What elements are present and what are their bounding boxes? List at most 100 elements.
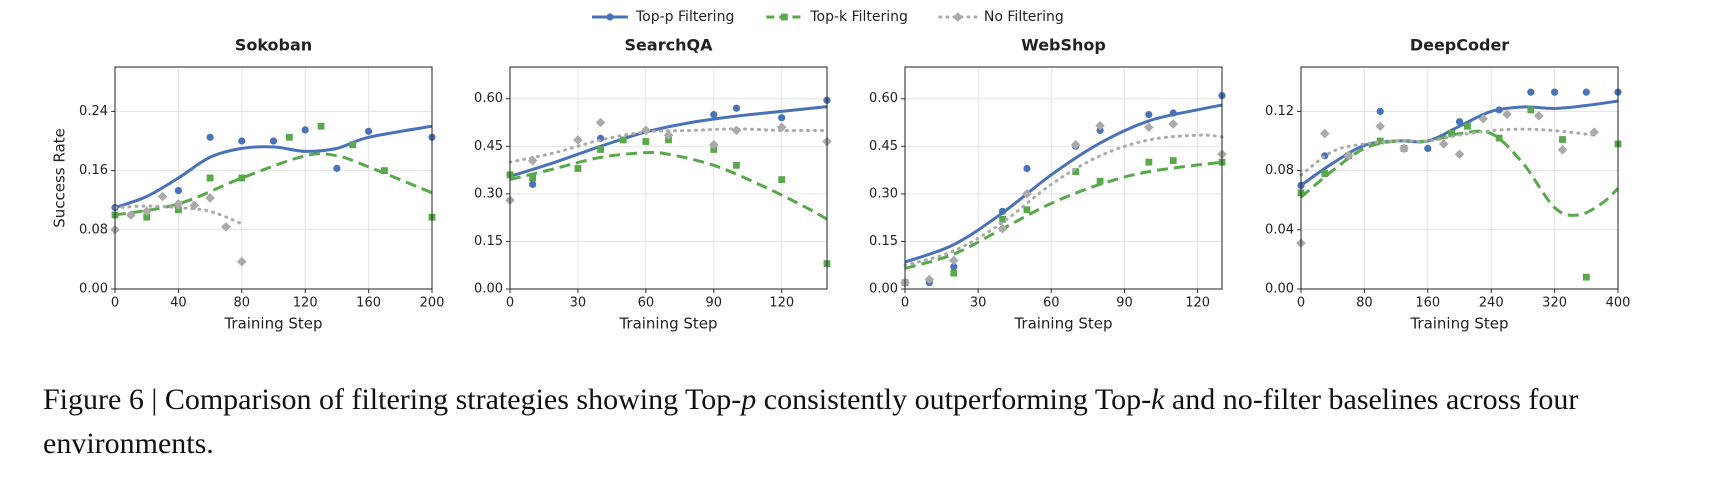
y-tick-label: 0.16 — [79, 163, 108, 178]
point — [205, 193, 215, 203]
point — [173, 199, 184, 209]
y-tick-label: 0.15 — [474, 234, 503, 249]
x-tick-label: 120 — [769, 296, 794, 311]
x-tick-label: 40 — [170, 296, 187, 311]
point — [597, 146, 604, 153]
point — [206, 174, 214, 182]
point — [1070, 139, 1081, 150]
caption-italic: k — [1151, 383, 1165, 416]
point — [238, 137, 246, 145]
x-tick-label: 120 — [293, 296, 318, 311]
point — [221, 222, 231, 232]
point — [157, 191, 168, 202]
x-axis-label: Training Step — [223, 315, 322, 333]
point — [1376, 137, 1384, 145]
legend-marker — [953, 12, 963, 22]
x-tick-label: 60 — [1043, 296, 1060, 311]
point — [1582, 88, 1590, 96]
point — [708, 139, 719, 150]
x-tick-label: 240 — [1479, 296, 1504, 311]
x-tick-label: 200 — [420, 296, 445, 311]
point — [333, 164, 341, 172]
point — [1319, 128, 1330, 139]
point — [189, 200, 200, 211]
point — [527, 155, 538, 166]
point — [1464, 122, 1471, 130]
y-tick-label: 0.30 — [869, 186, 898, 201]
point — [732, 104, 741, 112]
point — [595, 117, 606, 128]
point — [529, 174, 537, 182]
point — [1454, 149, 1465, 160]
y-tick-label: 0.24 — [79, 104, 108, 119]
legend-label: Top-k Filtering — [809, 9, 908, 25]
x-tick-label: 0 — [1297, 296, 1305, 311]
point — [1478, 114, 1489, 124]
point — [317, 122, 325, 130]
point — [731, 125, 742, 136]
point — [1589, 127, 1600, 137]
x-tick-label: 400 — [1606, 296, 1631, 311]
point — [174, 186, 182, 195]
point — [285, 133, 293, 141]
legend-label: Top-p Filtering — [635, 9, 734, 25]
x-tick-label: 30 — [970, 296, 987, 311]
point — [1399, 143, 1409, 154]
point — [126, 210, 136, 220]
point — [950, 263, 958, 271]
trend-line — [904, 160, 1223, 270]
point — [1096, 177, 1104, 185]
x-tick-label: 0 — [901, 296, 909, 311]
point — [1023, 164, 1031, 173]
point — [175, 206, 182, 214]
plot-frame — [904, 66, 1223, 290]
y-tick-label: 0.45 — [869, 139, 898, 154]
point — [1023, 206, 1031, 214]
point — [663, 130, 674, 140]
x-tick-label: 0 — [111, 296, 119, 311]
point — [269, 137, 278, 145]
trend-line — [114, 152, 433, 217]
point — [997, 223, 1008, 234]
legend-marker — [780, 13, 788, 21]
figure: Sokoban 0 40 80 120 160 200 0.00 0.08 0.16 0.24 Tra… — [51, 9, 1631, 333]
plot-frame — [114, 66, 433, 290]
x-tick-label: 320 — [1542, 296, 1567, 311]
point — [1168, 119, 1179, 129]
point — [1424, 144, 1432, 152]
point — [1169, 109, 1177, 117]
point — [619, 136, 627, 144]
x-tick-label: 0 — [506, 296, 514, 311]
y-tick-label: 0.08 — [1265, 163, 1294, 178]
x-axis-label: Training Step — [618, 315, 717, 333]
x-tick-label: 90 — [1116, 296, 1133, 311]
trend-line — [1300, 99, 1619, 187]
x-tick-label: 60 — [638, 296, 655, 311]
point — [143, 213, 151, 221]
subplot-title: Sokoban — [235, 36, 312, 55]
y-tick-label: 0.60 — [474, 91, 503, 106]
point — [1527, 88, 1535, 96]
point — [733, 161, 740, 169]
caption: Figure 6 | Comparison of filtering strat… — [43, 378, 1703, 466]
y-tick-label: 0.04 — [1265, 222, 1294, 237]
point — [1438, 139, 1449, 149]
point — [1072, 168, 1080, 176]
x-tick-label: 30 — [570, 296, 587, 311]
point — [574, 165, 582, 172]
x-tick-label: 80 — [234, 296, 251, 311]
point — [1144, 122, 1154, 133]
point — [365, 127, 373, 135]
point — [642, 138, 650, 145]
point — [1502, 109, 1512, 120]
point — [1145, 110, 1153, 119]
legend-label: No Filtering — [984, 9, 1064, 25]
plot-frame — [509, 66, 828, 290]
point — [141, 206, 152, 217]
point — [998, 207, 1007, 215]
x-tick-label: 80 — [1356, 296, 1373, 311]
point — [1533, 111, 1544, 121]
x-axis-label: Training Step — [1013, 315, 1112, 333]
point — [1169, 157, 1177, 164]
